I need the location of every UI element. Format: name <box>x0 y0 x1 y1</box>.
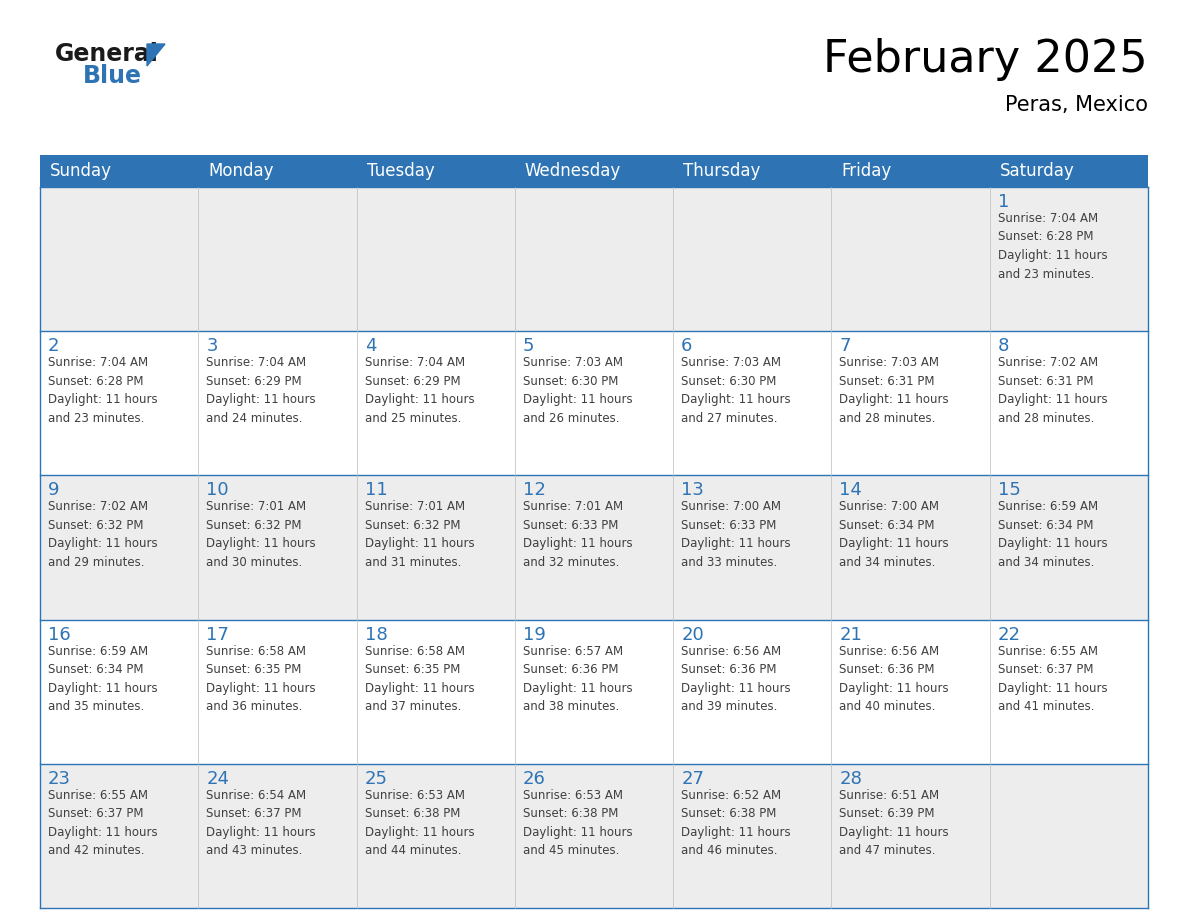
Text: Sunrise: 6:57 AM
Sunset: 6:36 PM
Daylight: 11 hours
and 38 minutes.: Sunrise: 6:57 AM Sunset: 6:36 PM Dayligh… <box>523 644 632 713</box>
Text: 4: 4 <box>365 337 377 355</box>
Text: Sunrise: 7:03 AM
Sunset: 6:30 PM
Daylight: 11 hours
and 27 minutes.: Sunrise: 7:03 AM Sunset: 6:30 PM Dayligh… <box>681 356 791 425</box>
Text: Sunrise: 6:58 AM
Sunset: 6:35 PM
Daylight: 11 hours
and 37 minutes.: Sunrise: 6:58 AM Sunset: 6:35 PM Dayligh… <box>365 644 474 713</box>
Text: 27: 27 <box>681 770 704 788</box>
Text: February 2025: February 2025 <box>823 38 1148 81</box>
Text: General: General <box>55 42 159 66</box>
Polygon shape <box>147 44 165 66</box>
Text: 15: 15 <box>998 481 1020 499</box>
Text: 8: 8 <box>998 337 1009 355</box>
Text: Sunrise: 6:52 AM
Sunset: 6:38 PM
Daylight: 11 hours
and 46 minutes.: Sunrise: 6:52 AM Sunset: 6:38 PM Dayligh… <box>681 789 791 857</box>
Text: 7: 7 <box>840 337 851 355</box>
Text: 9: 9 <box>48 481 59 499</box>
Text: Sunrise: 7:04 AM
Sunset: 6:28 PM
Daylight: 11 hours
and 23 minutes.: Sunrise: 7:04 AM Sunset: 6:28 PM Dayligh… <box>48 356 158 425</box>
Text: Sunrise: 7:00 AM
Sunset: 6:33 PM
Daylight: 11 hours
and 33 minutes.: Sunrise: 7:00 AM Sunset: 6:33 PM Dayligh… <box>681 500 791 569</box>
Text: Sunrise: 6:53 AM
Sunset: 6:38 PM
Daylight: 11 hours
and 45 minutes.: Sunrise: 6:53 AM Sunset: 6:38 PM Dayligh… <box>523 789 632 857</box>
Text: 22: 22 <box>998 625 1020 644</box>
Text: Sunrise: 6:51 AM
Sunset: 6:39 PM
Daylight: 11 hours
and 47 minutes.: Sunrise: 6:51 AM Sunset: 6:39 PM Dayligh… <box>840 789 949 857</box>
Text: Friday: Friday <box>841 162 892 180</box>
Text: 16: 16 <box>48 625 71 644</box>
Text: 1: 1 <box>998 193 1009 211</box>
Text: Sunrise: 6:55 AM
Sunset: 6:37 PM
Daylight: 11 hours
and 42 minutes.: Sunrise: 6:55 AM Sunset: 6:37 PM Dayligh… <box>48 789 158 857</box>
Bar <box>40 331 1148 476</box>
Text: Sunrise: 7:03 AM
Sunset: 6:30 PM
Daylight: 11 hours
and 26 minutes.: Sunrise: 7:03 AM Sunset: 6:30 PM Dayligh… <box>523 356 632 425</box>
Bar <box>40 620 1148 764</box>
Bar <box>832 155 990 187</box>
Text: Peras, Mexico: Peras, Mexico <box>1005 95 1148 115</box>
Text: 23: 23 <box>48 770 71 788</box>
Text: Sunrise: 7:02 AM
Sunset: 6:31 PM
Daylight: 11 hours
and 28 minutes.: Sunrise: 7:02 AM Sunset: 6:31 PM Dayligh… <box>998 356 1107 425</box>
Text: 2: 2 <box>48 337 59 355</box>
Text: 14: 14 <box>840 481 862 499</box>
Bar <box>674 155 832 187</box>
Bar <box>40 476 1148 620</box>
Bar <box>40 764 1148 908</box>
Text: 5: 5 <box>523 337 535 355</box>
Bar <box>990 155 1148 187</box>
Text: Tuesday: Tuesday <box>367 162 435 180</box>
Text: Sunday: Sunday <box>50 162 112 180</box>
Text: Sunrise: 7:01 AM
Sunset: 6:32 PM
Daylight: 11 hours
and 30 minutes.: Sunrise: 7:01 AM Sunset: 6:32 PM Dayligh… <box>207 500 316 569</box>
Text: Blue: Blue <box>83 64 143 88</box>
Text: 21: 21 <box>840 625 862 644</box>
Text: 18: 18 <box>365 625 387 644</box>
Text: 13: 13 <box>681 481 704 499</box>
Text: Sunrise: 7:02 AM
Sunset: 6:32 PM
Daylight: 11 hours
and 29 minutes.: Sunrise: 7:02 AM Sunset: 6:32 PM Dayligh… <box>48 500 158 569</box>
Text: Thursday: Thursday <box>683 162 760 180</box>
Text: Wednesday: Wednesday <box>525 162 621 180</box>
Text: 6: 6 <box>681 337 693 355</box>
Text: Sunrise: 6:55 AM
Sunset: 6:37 PM
Daylight: 11 hours
and 41 minutes.: Sunrise: 6:55 AM Sunset: 6:37 PM Dayligh… <box>998 644 1107 713</box>
Text: 26: 26 <box>523 770 545 788</box>
Text: Sunrise: 7:04 AM
Sunset: 6:29 PM
Daylight: 11 hours
and 25 minutes.: Sunrise: 7:04 AM Sunset: 6:29 PM Dayligh… <box>365 356 474 425</box>
Text: Sunrise: 6:56 AM
Sunset: 6:36 PM
Daylight: 11 hours
and 40 minutes.: Sunrise: 6:56 AM Sunset: 6:36 PM Dayligh… <box>840 644 949 713</box>
Text: Sunrise: 6:53 AM
Sunset: 6:38 PM
Daylight: 11 hours
and 44 minutes.: Sunrise: 6:53 AM Sunset: 6:38 PM Dayligh… <box>365 789 474 857</box>
Bar <box>40 155 198 187</box>
Text: Sunrise: 6:59 AM
Sunset: 6:34 PM
Daylight: 11 hours
and 34 minutes.: Sunrise: 6:59 AM Sunset: 6:34 PM Dayligh… <box>998 500 1107 569</box>
Bar <box>514 155 674 187</box>
Text: 25: 25 <box>365 770 387 788</box>
Text: Sunrise: 6:59 AM
Sunset: 6:34 PM
Daylight: 11 hours
and 35 minutes.: Sunrise: 6:59 AM Sunset: 6:34 PM Dayligh… <box>48 644 158 713</box>
Text: Sunrise: 7:00 AM
Sunset: 6:34 PM
Daylight: 11 hours
and 34 minutes.: Sunrise: 7:00 AM Sunset: 6:34 PM Dayligh… <box>840 500 949 569</box>
Text: 19: 19 <box>523 625 545 644</box>
Text: Sunrise: 6:58 AM
Sunset: 6:35 PM
Daylight: 11 hours
and 36 minutes.: Sunrise: 6:58 AM Sunset: 6:35 PM Dayligh… <box>207 644 316 713</box>
Text: Monday: Monday <box>208 162 273 180</box>
Text: Sunrise: 7:01 AM
Sunset: 6:32 PM
Daylight: 11 hours
and 31 minutes.: Sunrise: 7:01 AM Sunset: 6:32 PM Dayligh… <box>365 500 474 569</box>
Text: Sunrise: 6:56 AM
Sunset: 6:36 PM
Daylight: 11 hours
and 39 minutes.: Sunrise: 6:56 AM Sunset: 6:36 PM Dayligh… <box>681 644 791 713</box>
Bar <box>40 187 1148 331</box>
Text: 20: 20 <box>681 625 704 644</box>
Bar <box>198 155 356 187</box>
Text: 10: 10 <box>207 481 229 499</box>
Bar <box>356 155 514 187</box>
Text: 28: 28 <box>840 770 862 788</box>
Text: 3: 3 <box>207 337 217 355</box>
Text: Sunrise: 7:01 AM
Sunset: 6:33 PM
Daylight: 11 hours
and 32 minutes.: Sunrise: 7:01 AM Sunset: 6:33 PM Dayligh… <box>523 500 632 569</box>
Text: 12: 12 <box>523 481 545 499</box>
Text: Sunrise: 7:04 AM
Sunset: 6:29 PM
Daylight: 11 hours
and 24 minutes.: Sunrise: 7:04 AM Sunset: 6:29 PM Dayligh… <box>207 356 316 425</box>
Text: Sunrise: 6:54 AM
Sunset: 6:37 PM
Daylight: 11 hours
and 43 minutes.: Sunrise: 6:54 AM Sunset: 6:37 PM Dayligh… <box>207 789 316 857</box>
Text: 11: 11 <box>365 481 387 499</box>
Text: Sunrise: 7:03 AM
Sunset: 6:31 PM
Daylight: 11 hours
and 28 minutes.: Sunrise: 7:03 AM Sunset: 6:31 PM Dayligh… <box>840 356 949 425</box>
Text: Sunrise: 7:04 AM
Sunset: 6:28 PM
Daylight: 11 hours
and 23 minutes.: Sunrise: 7:04 AM Sunset: 6:28 PM Dayligh… <box>998 212 1107 281</box>
Text: 24: 24 <box>207 770 229 788</box>
Text: Saturday: Saturday <box>1000 162 1074 180</box>
Text: 17: 17 <box>207 625 229 644</box>
